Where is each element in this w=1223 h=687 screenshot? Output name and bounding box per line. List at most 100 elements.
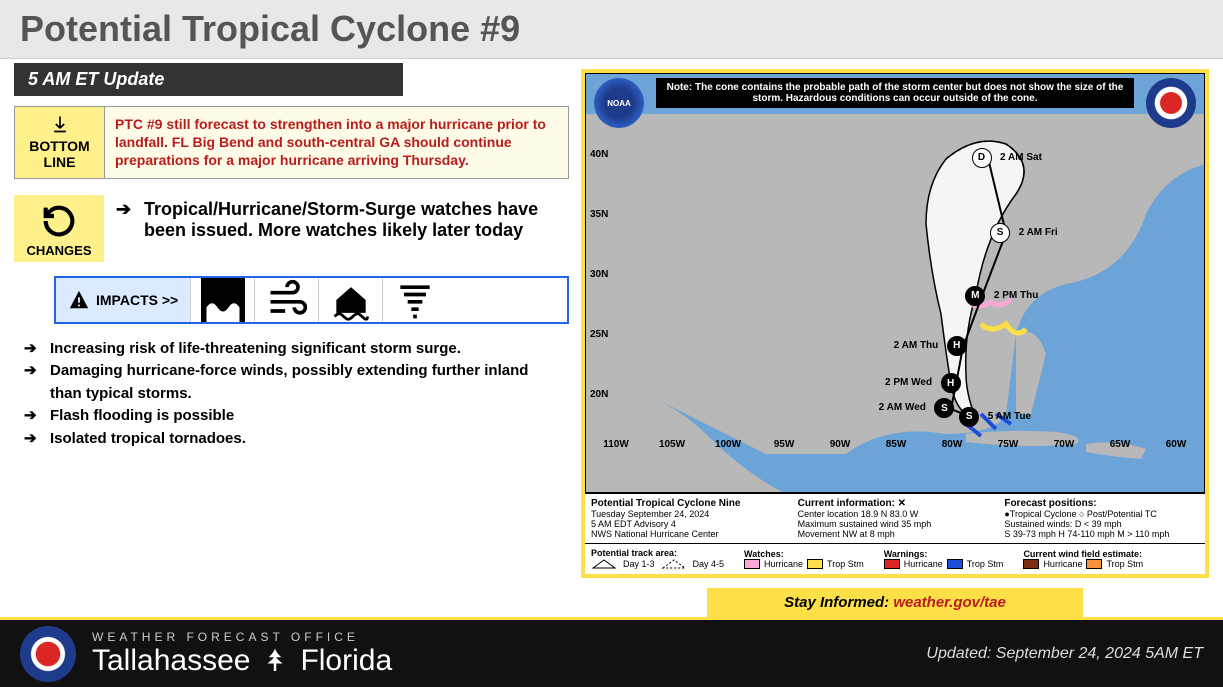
stay-informed-banner: Stay Informed: weather.gov/tae <box>707 588 1084 617</box>
lat-label: 25N <box>590 329 608 340</box>
track-point: D <box>972 148 992 168</box>
forecast-map: NOAA Note: The cone contains the probabl… <box>585 73 1205 493</box>
bottom-line-box: BOTTOM LINE PTC #9 still forecast to str… <box>14 106 569 179</box>
lon-label: 65W <box>1110 439 1131 450</box>
left-column: 5 AM ET Update BOTTOM LINE PTC #9 still … <box>14 59 569 617</box>
legend-text: Hurricane <box>764 559 803 569</box>
impacts-icons <box>190 278 446 322</box>
track-label: 2 AM Wed <box>879 402 926 413</box>
footer-updated: Updated: September 24, 2024 5AM ET <box>926 645 1203 663</box>
lon-label: 70W <box>1054 439 1075 450</box>
changes-body: Tropical/Hurricane/Storm-Surge watches h… <box>144 199 569 241</box>
track-point: S <box>934 398 954 418</box>
wind-icon <box>254 278 318 322</box>
map-legend: Potential track area: Day 1-3 Day 4-5 Wa… <box>585 543 1205 574</box>
bullet-item: Flash flooding is possible <box>24 405 559 428</box>
right-column: NOAA Note: The cone contains the probabl… <box>581 59 1209 617</box>
info-pos3: S 39-73 mph H 74-110 mph M > 110 mph <box>1004 529 1199 539</box>
cone-day45-icon <box>661 558 687 570</box>
track-label: 2 AM Fri <box>1019 227 1058 238</box>
bullet-text: Isolated tropical tornadoes. <box>50 428 246 451</box>
info-pos1: ●Tropical Cyclone ○ Post/Potential TC <box>1004 509 1199 519</box>
impacts-box: IMPACTS >> <box>54 276 569 324</box>
info-wind: Maximum sustained wind 35 mph <box>798 519 993 529</box>
track-line <box>586 74 1204 492</box>
stay-informed-url[interactable]: weather.gov/tae <box>893 594 1006 611</box>
track-point: M <box>965 286 985 306</box>
bullet-text: Damaging hurricane-force winds, possibly… <box>50 360 559 405</box>
lat-label: 35N <box>590 209 608 220</box>
swatch <box>884 559 900 569</box>
page-title: Potential Tropical Cyclone #9 <box>20 8 1203 50</box>
cone-day13-icon <box>591 558 617 570</box>
changes-row: CHANGES ➔ Tropical/Hurricane/Storm-Surge… <box>14 195 569 262</box>
footer-line1: WEATHER FORECAST OFFICE <box>92 630 926 644</box>
bullet-text: Increasing risk of life-threatening sign… <box>50 338 461 361</box>
impacts-label: IMPACTS >> <box>56 278 190 322</box>
legend-warnings-label: Warnings: <box>884 549 1004 559</box>
nws-logo-icon <box>1146 78 1196 128</box>
swatch <box>947 559 963 569</box>
legend-text: Trop Stm <box>967 559 1004 569</box>
legend-day45: Day 4-5 <box>693 559 725 569</box>
legend-text: Trop Stm <box>827 559 864 569</box>
info-pos2: Sustained winds: D < 39 mph <box>1004 519 1199 529</box>
swatch <box>807 559 823 569</box>
bullet-item: Damaging hurricane-force winds, possibly… <box>24 360 559 405</box>
lon-label: 105W <box>659 439 685 450</box>
legend-warnings: Warnings: Hurricane Trop Stm <box>884 549 1004 569</box>
info-source: NWS National Hurricane Center <box>591 529 786 539</box>
track-point: S <box>959 407 979 427</box>
lon-label: 90W <box>830 439 851 450</box>
legend-text: Trop Stm <box>1106 559 1143 569</box>
legend-windfield-label: Current wind field estimate: <box>1023 549 1143 559</box>
legend-day13: Day 1-3 <box>623 559 655 569</box>
track-point: H <box>947 336 967 356</box>
legend-watches-label: Watches: <box>744 549 864 559</box>
bullet-item: Isolated tropical tornadoes. <box>24 428 559 451</box>
arrow-icon: ➔ <box>116 199 136 241</box>
legend-track: Potential track area: Day 1-3 Day 4-5 <box>591 548 724 570</box>
lon-label: 75W <box>998 439 1019 450</box>
legend-track-label: Potential track area: <box>591 548 724 558</box>
warning-icon <box>68 289 90 311</box>
info-title: Potential Tropical Cyclone Nine <box>591 498 786 509</box>
legend-text: Hurricane <box>904 559 943 569</box>
nws-logo-icon <box>20 626 76 682</box>
info-storm: Potential Tropical Cyclone Nine Tuesday … <box>591 498 786 539</box>
track-label: 5 AM Tue <box>988 411 1031 422</box>
track-label: 2 AM Thu <box>894 340 939 351</box>
track-label: 2 PM Thu <box>994 290 1038 301</box>
lon-label: 60W <box>1166 439 1187 450</box>
bottom-line-label: BOTTOM LINE <box>15 107 105 178</box>
footer-city: Tallahassee <box>92 644 250 678</box>
update-time-bar: 5 AM ET Update <box>14 63 403 96</box>
info-date: Tuesday September 24, 2024 <box>591 509 786 519</box>
down-arrow-icon <box>50 114 70 134</box>
track-point: S <box>990 223 1010 243</box>
title-bar: Potential Tropical Cyclone #9 <box>0 0 1223 59</box>
changes-label-text: CHANGES <box>26 243 91 258</box>
content: 5 AM ET Update BOTTOM LINE PTC #9 still … <box>0 59 1223 617</box>
legend-windfield: Current wind field estimate: Hurricane T… <box>1023 549 1143 569</box>
info-center: Center location 18.9 N 83.0 W <box>798 509 993 519</box>
footer-office: WEATHER FORECAST OFFICE Tallahassee Flor… <box>92 630 926 678</box>
info-movement: Movement NW at 8 mph <box>798 529 993 539</box>
map-note: Note: The cone contains the probable pat… <box>656 78 1134 108</box>
footer-state: Florida <box>300 644 392 678</box>
impacts-bullets: Increasing risk of life-threatening sign… <box>14 334 569 451</box>
bottom-line-label-2: LINE <box>44 154 76 170</box>
refresh-icon <box>35 201 83 241</box>
noaa-logo-icon: NOAA <box>594 78 644 128</box>
swatch <box>744 559 760 569</box>
legend-text: Hurricane <box>1043 559 1082 569</box>
bullet-text: Flash flooding is possible <box>50 405 234 428</box>
swatch <box>1086 559 1102 569</box>
bottom-line-text: PTC #9 still forecast to strengthen into… <box>105 107 568 178</box>
lon-label: 95W <box>774 439 795 450</box>
lon-label: 85W <box>886 439 907 450</box>
info-advisory: 5 AM EDT Advisory 4 <box>591 519 786 529</box>
lat-label: 20N <box>590 389 608 400</box>
track-label: 2 PM Wed <box>885 377 932 388</box>
impacts-label-text: IMPACTS >> <box>96 292 178 308</box>
